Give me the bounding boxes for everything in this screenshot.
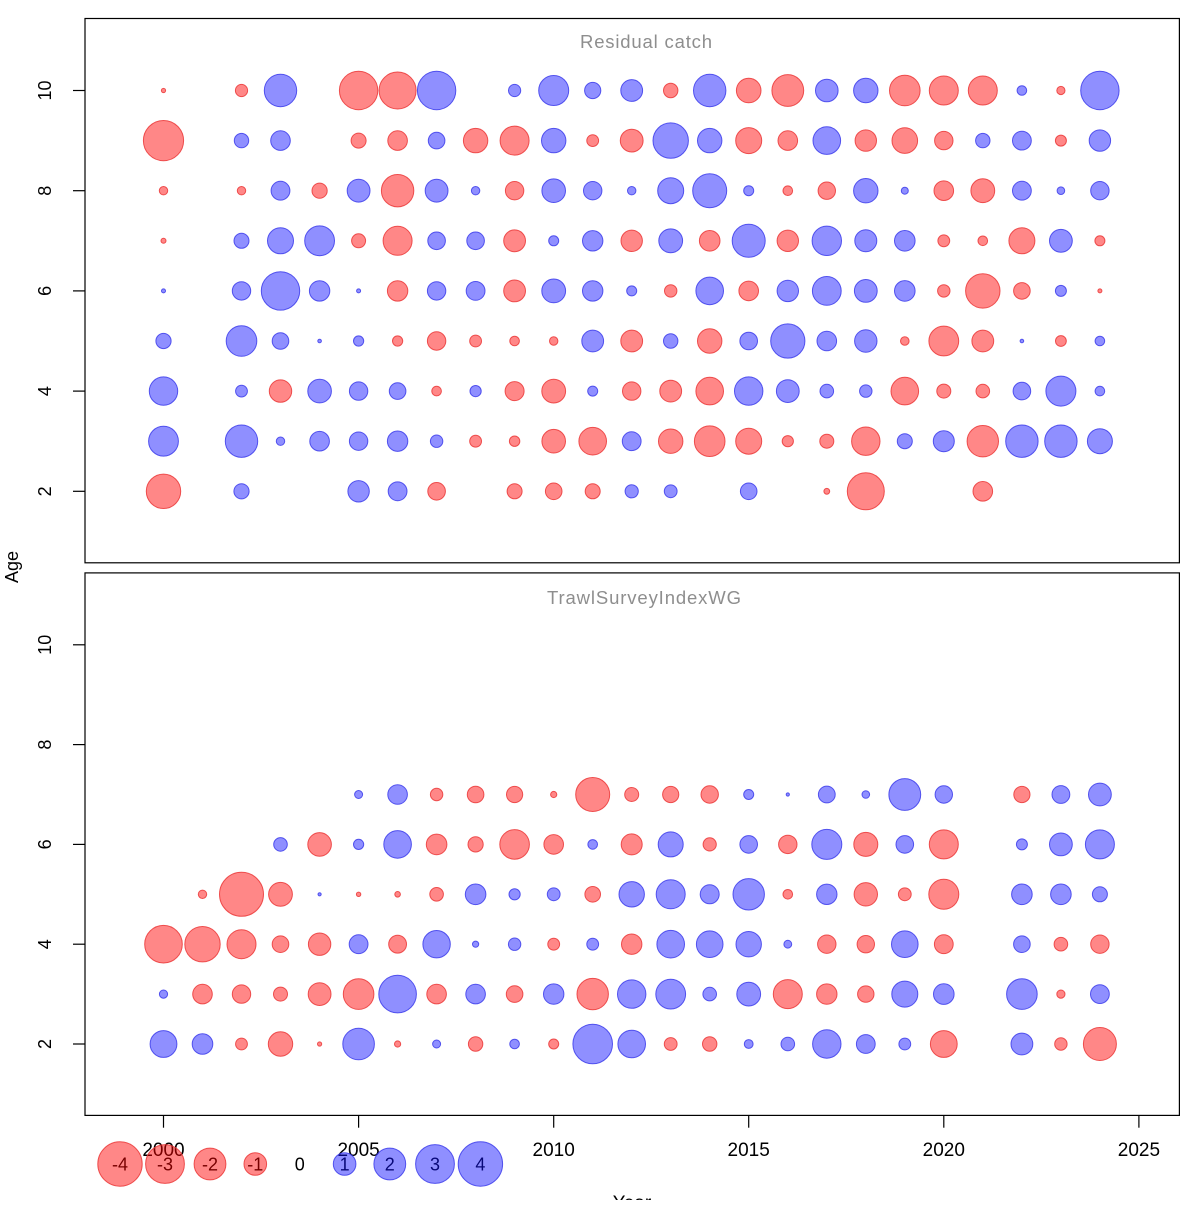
svg-text:TrawlSurveyIndexWG: TrawlSurveyIndexWG (547, 587, 741, 608)
svg-text:8: 8 (35, 740, 55, 750)
svg-text:4: 4 (475, 1155, 485, 1175)
svg-text:Residual catch: Residual catch (580, 31, 712, 52)
svg-text:6: 6 (35, 839, 55, 849)
svg-text:3: 3 (430, 1155, 440, 1175)
svg-text:-3: -3 (157, 1155, 173, 1175)
svg-text:Year: Year (613, 1193, 652, 1200)
svg-text:10: 10 (35, 80, 55, 100)
svg-text:-1: -1 (247, 1155, 263, 1175)
svg-text:-2: -2 (202, 1155, 218, 1175)
svg-text:10: 10 (35, 635, 55, 655)
svg-text:2005: 2005 (337, 1140, 379, 1161)
svg-text:6: 6 (35, 286, 55, 296)
svg-text:2015: 2015 (728, 1140, 770, 1161)
svg-text:-4: -4 (112, 1155, 128, 1175)
svg-text:2: 2 (35, 1039, 55, 1049)
svg-text:Age: Age (2, 551, 22, 583)
svg-text:0: 0 (295, 1155, 305, 1175)
svg-text:2000: 2000 (142, 1140, 184, 1161)
svg-text:2: 2 (385, 1155, 395, 1175)
svg-text:2010: 2010 (533, 1140, 575, 1161)
svg-text:2: 2 (35, 486, 55, 496)
svg-text:4: 4 (35, 386, 55, 396)
svg-text:8: 8 (35, 186, 55, 196)
svg-text:1: 1 (340, 1155, 350, 1175)
svg-text:2020: 2020 (923, 1140, 965, 1161)
svg-text:2025: 2025 (1118, 1140, 1160, 1161)
svg-text:4: 4 (35, 939, 55, 949)
